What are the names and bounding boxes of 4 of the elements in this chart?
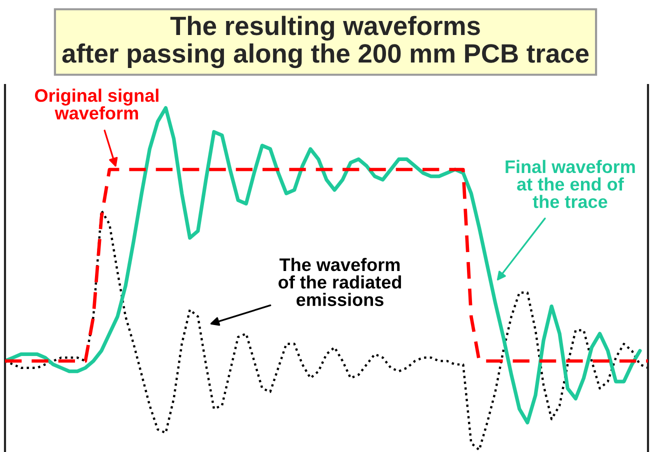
chart-title: The resulting waveforms after passing along the 200 mm PCB trace bbox=[62, 16, 589, 68]
annotation: The waveform of the radiated emissions bbox=[278, 258, 402, 306]
annotation: Original signal waveform bbox=[34, 88, 158, 120]
annotation: Final waveform at the end of the trace bbox=[506, 160, 635, 208]
